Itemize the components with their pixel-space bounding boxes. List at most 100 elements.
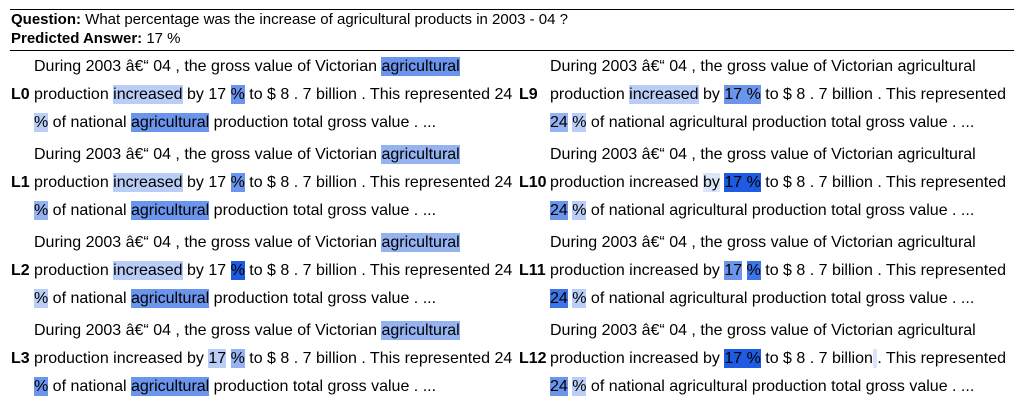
text-line: During 2003 â€“ 04 , the gross value of … <box>550 145 976 165</box>
text-segment: production increased by <box>550 262 725 279</box>
text-segment: During 2003 â€“ 04 , the gross value of … <box>550 234 976 251</box>
highlighted-token: increased <box>629 85 699 104</box>
highlighted-token: % <box>230 85 245 104</box>
text-segment: production increased by <box>550 350 725 367</box>
highlighted-token: % <box>572 289 587 308</box>
text-line: % of national agricultural production to… <box>34 289 436 309</box>
text-segment: of national <box>48 114 131 131</box>
text-segment: During 2003 â€“ 04 , the gross value of … <box>34 234 382 251</box>
text-segment: During 2003 â€“ 04 , the gross value of … <box>34 58 382 75</box>
highlighted-token: 17 <box>208 349 227 368</box>
text-line: production increased by 17 % to $ 8 . 7 … <box>34 173 512 193</box>
text-line: During 2003 â€“ 04 , the gross value of … <box>34 233 460 253</box>
question-label: Question: <box>11 11 81 28</box>
text-segment: by <box>698 86 725 103</box>
text-segment: to $ 8 . 7 billion . This represented 24 <box>244 174 513 191</box>
text-segment: of national <box>48 378 131 395</box>
text-line: During 2003 â€“ 04 , the gross value of … <box>34 321 460 341</box>
question-text: What percentage was the increase of agri… <box>81 11 568 28</box>
highlighted-token: agricultural <box>130 201 210 220</box>
text-segment: of national agricultural production tota… <box>586 114 975 131</box>
header-rule <box>10 50 1014 51</box>
text-segment: production <box>34 262 114 279</box>
text-line: production increased by 17 % to $ 8 . 7 … <box>550 349 1006 369</box>
text-segment: to $ 8 . 7 billion . This represented 24 <box>244 86 513 103</box>
text-segment: production <box>550 86 630 103</box>
text-line: 24 % of national agricultural production… <box>550 289 974 309</box>
text-segment: production total gross value . ... <box>209 378 437 395</box>
layer-label: L2 <box>11 262 30 279</box>
text-line: During 2003 â€“ 04 , the gross value of … <box>34 145 460 165</box>
text-segment: production <box>34 174 114 191</box>
layer-label: L11 <box>519 262 546 279</box>
text-segment: to $ 8 . 7 billion . This represented <box>760 174 1006 191</box>
text-segment: to $ 8 . 7 billion <box>760 350 873 367</box>
text-line: % of national agricultural production to… <box>34 113 436 133</box>
highlighted-token: % <box>34 377 49 396</box>
highlighted-token: 17 % <box>724 349 761 368</box>
highlighted-token: % <box>230 349 245 368</box>
highlighted-token: % <box>572 201 587 220</box>
top-rule <box>10 9 1014 10</box>
highlighted-token: 17 % <box>724 85 761 104</box>
text-segment: . This represented <box>877 350 1006 367</box>
answer-label: Predicted Answer: <box>11 30 143 47</box>
layer-label: L3 <box>11 350 30 367</box>
text-line: During 2003 â€“ 04 , the gross value of … <box>550 233 976 253</box>
text-segment: to $ 8 . 7 billion . This represented 24 <box>244 262 513 279</box>
text-line: During 2003 â€“ 04 , the gross value of … <box>550 57 976 77</box>
text-segment: production increased <box>550 174 703 191</box>
highlighted-token: % <box>746 261 761 280</box>
text-segment: During 2003 â€“ 04 , the gross value of … <box>550 146 976 163</box>
highlighted-token: agricultural <box>381 57 460 76</box>
highlighted-token: 24 <box>550 113 568 132</box>
text-segment: of national agricultural production tota… <box>586 290 975 307</box>
layer-label: L10 <box>519 174 547 191</box>
text-segment: of national agricultural production tota… <box>586 202 975 219</box>
text-segment: by 17 <box>182 262 231 279</box>
text-line: During 2003 â€“ 04 , the gross value of … <box>34 57 460 77</box>
question-line: Question: What percentage was the increa… <box>11 11 568 29</box>
text-segment: production total gross value . ... <box>209 290 437 307</box>
highlighted-token: % <box>572 377 587 396</box>
text-line: 24 % of national agricultural production… <box>550 377 974 397</box>
text-line: production increased by 17 % to $ 8 . 7 … <box>550 261 1006 281</box>
highlighted-token: increased <box>113 261 183 280</box>
text-segment: production total gross value . ... <box>209 114 437 131</box>
text-line: 24 % of national agricultural production… <box>550 201 974 221</box>
text-segment: production <box>34 86 114 103</box>
layer-label: L1 <box>11 174 30 191</box>
highlighted-token: increased <box>113 85 183 104</box>
text-line: production increased by 17 % to $ 8 . 7 … <box>550 173 1006 193</box>
text-segment: During 2003 â€“ 04 , the gross value of … <box>550 58 976 75</box>
text-line: production increased by 17 % to $ 8 . 7 … <box>34 261 512 281</box>
highlighted-token: % <box>572 113 587 132</box>
highlighted-token: agricultural <box>130 113 210 132</box>
text-segment: to $ 8 . 7 billion . This represented <box>760 262 1006 279</box>
text-segment: production total gross value . ... <box>209 202 437 219</box>
layer-label: L12 <box>519 350 547 367</box>
highlighted-token: % <box>34 289 49 308</box>
highlighted-token: % <box>230 261 245 280</box>
highlighted-token: increased <box>113 173 183 192</box>
text-segment: of national agricultural production tota… <box>586 378 975 395</box>
answer-text: 17 % <box>142 30 181 47</box>
highlighted-token: by <box>702 173 720 192</box>
text-segment: of national <box>48 202 131 219</box>
highlighted-token: % <box>34 113 49 132</box>
text-segment: to $ 8 . 7 billion . This represented <box>760 86 1006 103</box>
text-line: 24 % of national agricultural production… <box>550 113 974 133</box>
text-segment: During 2003 â€“ 04 , the gross value of … <box>34 146 382 163</box>
text-segment <box>226 349 230 368</box>
highlighted-token: agricultural <box>130 377 210 396</box>
layer-label: L9 <box>519 86 538 103</box>
text-segment: by 17 <box>182 174 231 191</box>
highlighted-token <box>872 349 878 368</box>
highlighted-token: % <box>230 173 245 192</box>
text-line: During 2003 â€“ 04 , the gross value of … <box>550 321 976 341</box>
text-line: % of national agricultural production to… <box>34 201 436 221</box>
answer-line: Predicted Answer: 17 % <box>11 30 181 48</box>
text-segment: to $ 8 . 7 billion . This represented 24 <box>244 350 513 367</box>
text-line: production increased by 17 % to $ 8 . 7 … <box>34 349 512 369</box>
highlighted-token: agricultural <box>381 145 460 164</box>
